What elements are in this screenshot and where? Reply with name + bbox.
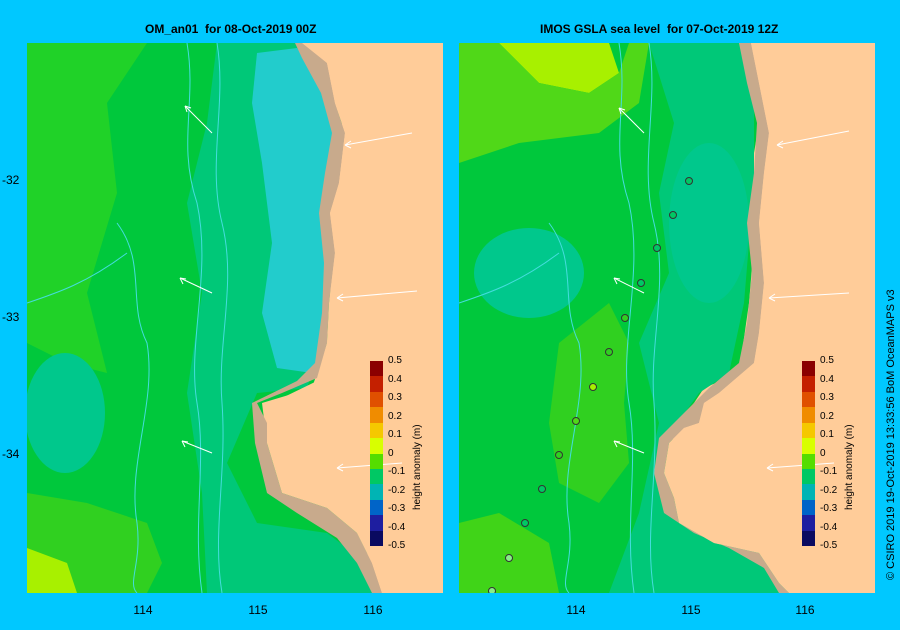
right-teal-band: [609, 43, 794, 593]
right-light-green-nw: [459, 43, 649, 163]
right-map: [459, 43, 875, 593]
left-colorbar-segment: [370, 515, 383, 532]
right-map-svg: [459, 43, 875, 593]
right-colorbar-segment: [802, 376, 815, 393]
lon-label-right-115: 115: [681, 603, 701, 617]
right-yellowgreen-north: [499, 43, 619, 93]
left-panel-title: OM_an01 for 08-Oct-2019 00Z: [145, 22, 317, 36]
right-colorbar-segment: [802, 515, 815, 532]
left-colorbar-segment: [370, 376, 383, 393]
left-colorbar-tick-label: -0.1: [388, 466, 406, 477]
right-isobath-2: [647, 43, 661, 593]
left-colorbar-tick-label: -0.3: [388, 503, 406, 514]
left-colorbar-segment: [370, 407, 383, 424]
right-panel-title: IMOS GSLA sea level for 07-Oct-2019 12Z: [540, 22, 779, 36]
left-isobath-3: [116, 222, 150, 593]
lat-label-33: -33: [2, 310, 20, 324]
left-colorbar-segment: [370, 438, 383, 454]
left-map: [27, 43, 443, 593]
right-isobath-3: [548, 222, 582, 593]
right-colorbar: [802, 361, 815, 547]
right-eddy-east: [669, 143, 749, 303]
left-current-arrows: [179, 105, 418, 472]
left-colorbar-tick-label: 0.3: [388, 392, 402, 403]
right-colorbar-label: height anomaly (m): [844, 424, 855, 510]
right-colorbar-segment: [802, 361, 815, 377]
right-light-green-south: [459, 513, 559, 593]
right-colorbar-tick-label: 0.3: [820, 392, 834, 403]
left-colorbar-segment: [370, 499, 383, 516]
right-colorbar-tick-label: -0.1: [820, 466, 838, 477]
left-eddy-sw: [27, 353, 105, 473]
left-colorbar-segment: [370, 453, 383, 470]
right-colorbar-segment: [802, 407, 815, 424]
right-colorbar-segment: [802, 484, 815, 501]
right-colorbar-tick-label: 0.5: [820, 355, 834, 366]
left-colorbar-segment: [370, 361, 383, 377]
left-colorbar-segment: [370, 391, 383, 408]
lon-label-right-114: 114: [566, 603, 586, 617]
left-land: [267, 43, 443, 593]
left-colorbar-tick-label: -0.5: [388, 540, 406, 551]
right-colorbar-tick-label: -0.5: [820, 540, 838, 551]
right-colorbar-tick-label: -0.4: [820, 521, 838, 533]
left-cyan-nearshore: [252, 48, 337, 373]
left-isobath-4: [27, 252, 128, 304]
lon-label-left-114: 114: [133, 603, 153, 617]
left-colorbar-tick-label: -0.4: [388, 521, 406, 533]
right-colorbar-segment: [802, 422, 815, 439]
right-colorbar-segment: [802, 453, 815, 470]
left-isobath-1: [186, 43, 203, 593]
left-light-green-west: [27, 43, 147, 373]
left-colorbar-label: height anomaly (m): [412, 424, 423, 510]
right-isobath-4: [459, 252, 560, 304]
right-colorbar-tick-label: -0.2: [820, 484, 838, 496]
left-colorbar-tick-label: 0.4: [388, 373, 402, 385]
left-colorbar-segment: [370, 484, 383, 501]
right-colorbar-tick-label: 0.2: [820, 410, 834, 422]
right-colorbar-tick-label: 0.1: [820, 429, 834, 440]
left-colorbar-tick-label: 0.2: [388, 410, 402, 422]
credit-text: © CSIRO 2019 19-Oct-2019 13:33:56 BoM Oc…: [885, 289, 897, 580]
left-yellowgreen-corner: [27, 548, 77, 593]
right-colorbar-tick-label: 0: [820, 447, 826, 459]
right-colorbar-segment: [802, 499, 815, 516]
left-isobath-2: [215, 43, 229, 593]
right-shelf: [654, 43, 789, 593]
right-track-points: [488, 177, 693, 593]
left-colorbar-tick-label: 0: [388, 447, 394, 459]
left-colorbar-segment: [370, 468, 383, 485]
right-isobath-1: [618, 43, 635, 593]
lat-label-34: -34: [2, 447, 20, 461]
right-colorbar-tick-label: -0.3: [820, 503, 838, 514]
left-colorbar-tick-label: 0.1: [388, 429, 402, 440]
lat-label-32: -32: [2, 173, 20, 187]
left-map-svg: [27, 43, 443, 593]
right-current-arrows: [613, 107, 850, 472]
left-colorbar: [370, 361, 383, 547]
left-colorbar-tick-label: 0.5: [388, 355, 402, 366]
right-land: [664, 43, 875, 593]
lon-label-right-116: 116: [795, 603, 815, 617]
left-colorbar-tick-label: -0.2: [388, 484, 406, 496]
right-colorbar-tick-label: 0.4: [820, 373, 834, 385]
right-colorbar-segment: [802, 530, 815, 547]
left-colorbar-segment: [370, 530, 383, 547]
right-colorbar-segment: [802, 438, 815, 454]
right-colorbar-segment: [802, 391, 815, 408]
left-colorbar-segment: [370, 422, 383, 439]
lon-label-left-115: 115: [248, 603, 268, 617]
lon-label-left-116: 116: [363, 603, 383, 617]
right-colorbar-segment: [802, 468, 815, 485]
